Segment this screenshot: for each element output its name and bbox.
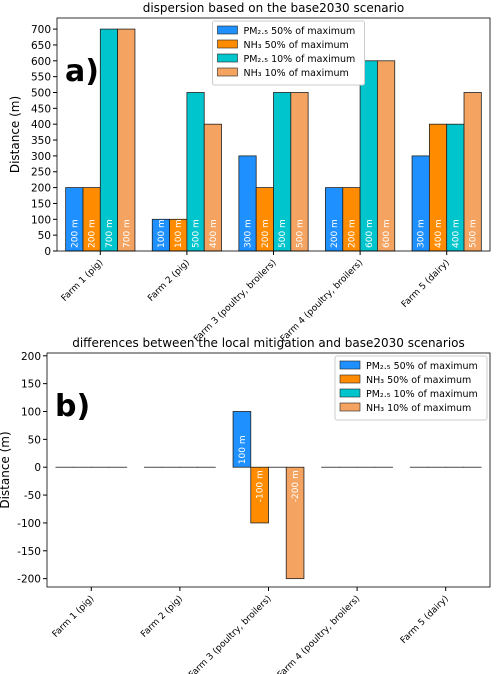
legend-label: PM₂.₅ 10% of maximum: [244, 54, 356, 65]
legend-label: NH₃ 10% of maximum: [244, 68, 349, 79]
plot-frame: [56, 17, 491, 252]
value-label: 300 m: [244, 219, 254, 248]
legend-swatch: [217, 39, 238, 49]
y-tick-label: 100: [31, 214, 51, 226]
x-tick-label: Farm 1 (pig): [60, 258, 106, 304]
value-label: 500 m: [192, 219, 202, 248]
value-label: 700 m: [122, 219, 132, 248]
y-tick-label: 0: [34, 462, 41, 474]
plot-frame: [46, 352, 491, 588]
legend-swatch: [339, 374, 361, 384]
x-tick-label: Farm 2 (pig): [139, 594, 185, 640]
value-label: 300 m: [417, 219, 427, 248]
value-label: 100 m: [238, 435, 248, 464]
chart-title: dispersion based on the base2030 scenari…: [143, 1, 405, 15]
value-label: 200 m: [88, 219, 98, 248]
legend-label: NH₃ 50% of maximum: [244, 40, 349, 51]
legend-swatch: [339, 388, 361, 398]
bar: [117, 28, 136, 252]
legend: PM₂.₅ 50% of maximum NH₃ 50% of maximum PM…: [334, 355, 488, 421]
value-label: 400 m: [434, 219, 444, 248]
y-tick-label: 50: [38, 230, 51, 242]
legend-swatch: [217, 53, 238, 63]
value-label: 600 m: [365, 219, 375, 248]
value-label: -100 m: [256, 470, 266, 502]
legend-label: PM₂.₅ 50% of maximum: [366, 361, 478, 372]
y-tick-label: -200: [17, 574, 41, 586]
y-tick-label: 450: [31, 103, 51, 115]
value-label: 700 m: [105, 219, 115, 248]
value-label: 500 m: [295, 219, 305, 248]
y-tick-label: 150: [31, 198, 51, 210]
bar: [232, 411, 252, 468]
x-tick-label: Farm 5 (dairy): [399, 594, 451, 646]
bar: [285, 466, 305, 580]
y-tick-label: 300: [31, 151, 51, 163]
y-tick-label: 50: [28, 434, 41, 446]
y-tick-label: -150: [17, 546, 41, 558]
legend-label: PM₂.₅ 10% of maximum: [366, 389, 478, 400]
y-tick-label: 200: [21, 351, 41, 363]
panel-label: a): [65, 54, 99, 89]
y-tick-label: 650: [31, 40, 51, 52]
y-tick-label: 350: [31, 135, 51, 147]
y-tick-label: 200: [31, 183, 51, 195]
legend: PM₂.₅ 50% of maximum NH₃ 50% of maximum PM…: [212, 20, 365, 86]
legend-swatch: [339, 402, 361, 412]
y-tick-label: 500: [31, 87, 51, 99]
y-tick-label: 600: [31, 56, 51, 68]
legend-label: NH₃ 10% of maximum: [366, 403, 471, 414]
bar: [250, 466, 269, 524]
y-axis-label: Distance (m): [8, 96, 22, 173]
x-tick-label: Farm 1 (pig): [51, 594, 97, 640]
legend-label: PM₂.₅ 50% of maximum: [244, 26, 356, 37]
x-tick-label: Farm 3 (poultry, broilers): [187, 594, 273, 674]
value-label: 500 m: [469, 219, 479, 248]
bar: [99, 28, 119, 252]
y-tick-label: 700: [31, 24, 51, 36]
y-tick-label: 0: [44, 246, 51, 258]
legend-label: NH₃ 50% of maximum: [366, 375, 471, 386]
legend-box: [212, 20, 365, 86]
x-tick-label: Farm 2 (pig): [146, 258, 192, 304]
y-tick-label: -50: [24, 490, 41, 502]
value-label: 400 m: [451, 219, 461, 248]
legend-swatch: [339, 360, 361, 370]
value-label: 200 m: [347, 219, 357, 248]
y-tick-label: 550: [31, 72, 51, 84]
value-label: 500 m: [278, 219, 288, 248]
y-tick-label: 400: [31, 119, 51, 131]
legend-swatch: [217, 25, 238, 35]
value-label: 400 m: [209, 219, 219, 248]
value-label: 600 m: [382, 219, 392, 248]
panel-label: b): [55, 389, 90, 424]
chart-title: differences between the local mitigation…: [72, 336, 465, 350]
y-tick-label: 150: [21, 379, 41, 391]
legend-box: [334, 355, 488, 421]
x-tick-label: Farm 4 (poultry, broilers): [276, 594, 362, 674]
y-axis-label: Distance (m): [0, 431, 12, 508]
x-tick-label: Farm 5 (dairy): [400, 258, 452, 310]
y-tick-label: -100: [17, 518, 41, 530]
value-label: 200 m: [330, 219, 340, 248]
y-tick-label: 250: [31, 167, 51, 179]
value-label: 100 m: [174, 219, 184, 248]
x-tick-label: Farm 3 (poultry, broilers): [192, 258, 278, 344]
legend-swatch: [217, 67, 238, 77]
y-tick-label: 100: [21, 407, 41, 419]
value-label: 200 m: [261, 219, 271, 248]
value-label: -200 m: [291, 470, 301, 502]
value-label: 100 m: [157, 219, 167, 248]
x-tick-label: Farm 4 (poultry, broilers): [279, 258, 365, 344]
value-label: 200 m: [70, 219, 80, 248]
